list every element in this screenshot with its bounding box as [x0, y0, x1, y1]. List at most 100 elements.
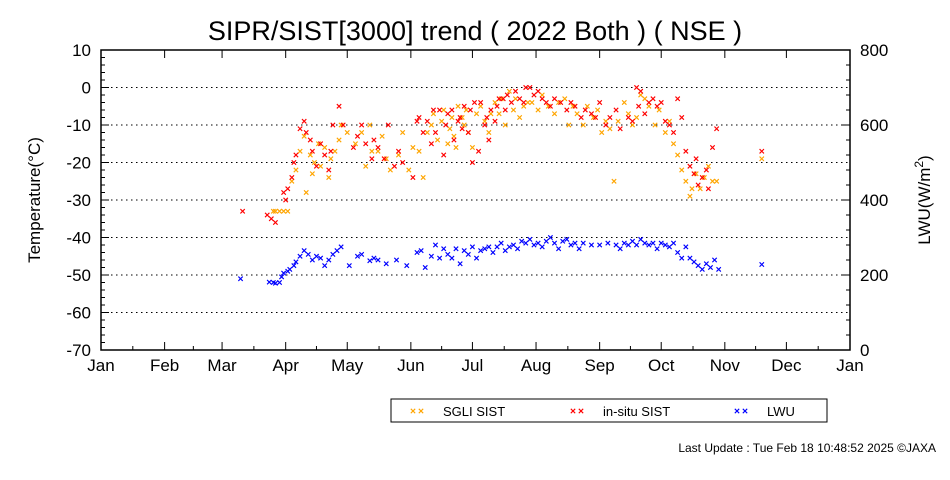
- data-point: [705, 163, 711, 169]
- data-point: [404, 263, 410, 269]
- data-point: [498, 96, 504, 102]
- data-point: [410, 144, 416, 151]
- data-point: [445, 111, 451, 117]
- data-point: [693, 171, 699, 177]
- y2-tick-label: 0: [860, 341, 869, 360]
- data-point: [276, 279, 283, 286]
- data-point: [303, 129, 309, 136]
- data-point: [699, 266, 705, 272]
- data-point: [272, 280, 279, 286]
- data-point: [475, 148, 482, 154]
- data-point: [687, 163, 693, 169]
- data-point: [420, 174, 426, 181]
- data-point: [293, 167, 299, 173]
- data-point: [457, 261, 463, 267]
- data-point: [443, 122, 449, 128]
- x-tick-label: Dec: [771, 356, 802, 375]
- data-point: [592, 114, 599, 121]
- data-point: [662, 242, 668, 248]
- legend-box: [390, 398, 828, 423]
- data-point: [506, 244, 512, 250]
- data-point: [517, 114, 523, 121]
- data-point: [326, 174, 332, 181]
- data-point: [375, 257, 381, 263]
- data-point: [309, 148, 315, 154]
- data-point: [346, 263, 352, 269]
- plot-area-frame: [100, 49, 851, 351]
- data-point: [445, 251, 451, 257]
- legend-marker: [734, 408, 740, 414]
- data-point: [545, 103, 551, 109]
- data-point: [352, 141, 359, 147]
- data-point: [527, 84, 533, 91]
- data-point: [570, 103, 576, 109]
- data-point: [461, 122, 467, 128]
- data-point: [332, 148, 338, 154]
- data-point: [428, 141, 434, 147]
- data-point: [486, 137, 492, 143]
- data-point: [395, 152, 402, 158]
- data-point: [451, 133, 457, 139]
- data-point: [297, 253, 303, 259]
- data-point: [478, 99, 484, 106]
- data-point: [455, 103, 461, 109]
- data-point: [646, 103, 652, 109]
- data-point: [307, 152, 313, 158]
- data-point: [344, 129, 350, 136]
- data-point: [709, 144, 716, 151]
- data-point: [478, 103, 484, 109]
- data-point: [629, 122, 636, 128]
- data-point: [445, 141, 451, 147]
- data-point: [572, 240, 578, 246]
- data-point: [328, 156, 334, 162]
- data-point: [467, 107, 473, 113]
- data-point: [670, 240, 677, 246]
- data-point: [422, 264, 428, 271]
- data-point: [430, 111, 437, 117]
- legend-item: SGLI SIST: [410, 404, 505, 419]
- data-point: [527, 236, 533, 242]
- data-point: [336, 137, 342, 143]
- data-point: [354, 133, 361, 139]
- data-point: [416, 148, 422, 154]
- data-point: [564, 107, 570, 113]
- data-point: [334, 248, 340, 254]
- data-point: [599, 129, 605, 136]
- data-point: [463, 107, 469, 113]
- legend-label: LWU: [767, 404, 795, 419]
- data-points: [237, 84, 765, 286]
- data-point: [447, 126, 453, 132]
- legend-label: in-situ SIST: [603, 404, 670, 419]
- data-point: [506, 88, 512, 94]
- data-point: [268, 216, 274, 222]
- data-point: [486, 129, 492, 136]
- data-point: [607, 114, 613, 121]
- data-point: [703, 261, 709, 267]
- data-point: [478, 248, 484, 254]
- data-point: [289, 174, 295, 181]
- data-point: [666, 118, 673, 124]
- data-point: [400, 159, 406, 166]
- data-point: [615, 118, 621, 124]
- data-point: [383, 261, 389, 267]
- data-point: [428, 122, 434, 128]
- data-point: [322, 152, 328, 158]
- data-point: [716, 266, 722, 272]
- data-point: [291, 159, 297, 166]
- data-point: [693, 156, 699, 162]
- data-point: [625, 111, 631, 117]
- data-point: [317, 141, 324, 147]
- data-point: [525, 99, 531, 106]
- x-tick-label: Mar: [207, 356, 237, 375]
- data-point: [510, 107, 517, 113]
- data-point: [707, 264, 714, 271]
- data-point: [535, 88, 541, 94]
- data-point: [568, 99, 574, 106]
- data-point: [496, 111, 502, 117]
- chart-title: SIPR/SIST[3000] trend ( 2022 Both ) ( NS…: [208, 16, 742, 46]
- data-point: [613, 107, 619, 113]
- data-point: [590, 114, 597, 121]
- data-point: [237, 276, 244, 282]
- data-point: [289, 178, 295, 184]
- data-point: [354, 253, 361, 259]
